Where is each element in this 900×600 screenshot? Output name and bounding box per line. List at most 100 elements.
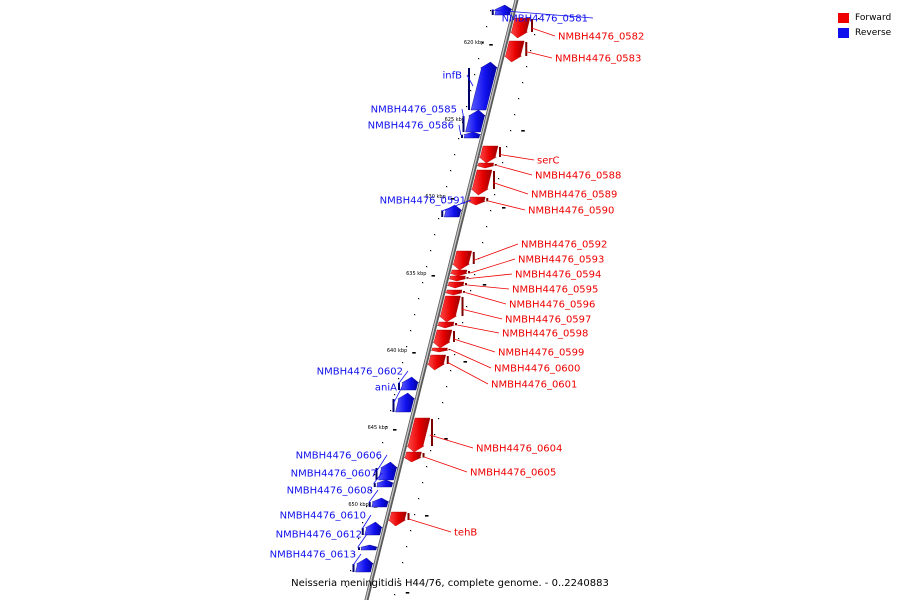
minor-tick xyxy=(430,250,432,252)
gene-arrow[interactable] xyxy=(395,392,416,413)
major-tick xyxy=(431,275,435,277)
gene-arrow[interactable] xyxy=(463,131,481,139)
gene-label[interactable]: NMBH4476_0590 xyxy=(528,206,614,217)
gene-label[interactable]: NMBH4476_0605 xyxy=(470,468,556,479)
gene-arrow[interactable] xyxy=(443,204,463,218)
gene-label[interactable]: NMBH4476_0604 xyxy=(476,444,562,455)
gene-label[interactable]: NMBH4476_0595 xyxy=(512,285,598,296)
forward-gene[interactable] xyxy=(387,511,410,527)
gene-arrow[interactable] xyxy=(400,376,420,391)
gene-arrow[interactable] xyxy=(450,269,468,277)
gene-label[interactable]: infB xyxy=(443,71,463,82)
gene-label[interactable]: NMBH4476_0582 xyxy=(558,32,644,43)
reverse-gene[interactable] xyxy=(491,4,513,16)
gene-label[interactable]: NMBH4476_0598 xyxy=(502,329,588,340)
gene-arrow[interactable] xyxy=(378,461,399,481)
forward-gene[interactable] xyxy=(477,162,497,169)
gene-label[interactable]: NMBH4476_0607 xyxy=(291,469,377,480)
forward-gene[interactable] xyxy=(430,347,451,353)
gene-arrow[interactable] xyxy=(387,511,407,527)
minor-tick xyxy=(398,378,400,380)
forward-gene[interactable] xyxy=(403,451,425,463)
gene-label[interactable]: aniA xyxy=(375,383,397,394)
genome-caption: Neisseria meningitidis H44/76, complete … xyxy=(291,578,609,589)
gene-label[interactable]: NMBH4476_0600 xyxy=(494,364,580,375)
gene-label[interactable]: NMBH4476_0588 xyxy=(535,171,621,182)
gene-arrow[interactable] xyxy=(445,289,463,296)
leader-line xyxy=(525,51,553,59)
gene-label[interactable]: serC xyxy=(537,156,559,167)
gene-label[interactable]: NMBH4476_0596 xyxy=(509,300,595,311)
gene-arrow[interactable] xyxy=(355,557,375,573)
gene-arrow[interactable] xyxy=(468,196,486,206)
gene-label[interactable]: NMBH4476_0597 xyxy=(505,315,591,326)
gene-arrow[interactable] xyxy=(470,169,493,196)
gene-arrow[interactable] xyxy=(426,354,447,371)
gene-label[interactable]: NMBH4476_0592 xyxy=(521,240,607,251)
gene-arrow[interactable] xyxy=(430,347,448,353)
reverse-gene[interactable] xyxy=(358,544,378,551)
reverse-gene[interactable] xyxy=(373,479,394,488)
forward-gene[interactable] xyxy=(447,281,467,289)
gene-arrow[interactable] xyxy=(451,250,473,271)
gene-label[interactable]: NMBH4476_0599 xyxy=(498,348,584,359)
reverse-gene[interactable] xyxy=(398,376,420,391)
forward-gene[interactable] xyxy=(432,329,455,349)
gene-arrow[interactable] xyxy=(437,321,455,329)
gene-label[interactable]: NMBH4476_0583 xyxy=(555,54,641,65)
forward-gene[interactable] xyxy=(438,295,464,323)
gene-arrow[interactable] xyxy=(360,544,378,551)
gene-label[interactable]: NMBH4476_0610 xyxy=(280,511,366,522)
gene-arrow[interactable] xyxy=(477,162,495,169)
gene-label[interactable]: NMBH4476_0612 xyxy=(276,530,362,541)
forward-gene[interactable] xyxy=(478,145,501,164)
gene-label[interactable]: NMBH4476_0581 xyxy=(502,14,588,25)
forward-gene[interactable] xyxy=(445,289,465,296)
gene-arrow[interactable] xyxy=(364,521,384,536)
gene-label[interactable]: NMBH4476_0585 xyxy=(371,105,457,116)
reverse-gene[interactable] xyxy=(441,204,463,218)
gene-arrow[interactable] xyxy=(448,275,466,282)
gene-arrow[interactable] xyxy=(432,329,453,349)
gene-label[interactable]: NMBH4476_0591 xyxy=(380,196,466,207)
forward-gene[interactable] xyxy=(406,417,433,453)
gene-arrow[interactable] xyxy=(403,451,422,463)
forward-gene[interactable] xyxy=(468,196,489,206)
gene-arrow[interactable] xyxy=(494,4,513,16)
gene-arrow[interactable] xyxy=(438,295,461,323)
gene-label[interactable]: NMBH4476_0608 xyxy=(287,486,373,497)
gene-label[interactable]: NMBH4476_0613 xyxy=(270,550,356,561)
gene-label[interactable]: NMBH4476_0606 xyxy=(296,451,382,462)
reverse-gene[interactable] xyxy=(361,521,384,536)
gene-arrow[interactable] xyxy=(376,479,394,488)
forward-gene[interactable] xyxy=(451,250,475,271)
gene-label[interactable]: NMBH4476_0602 xyxy=(317,367,403,378)
gene-label[interactable]: NMBH4476_0589 xyxy=(531,190,617,201)
forward-gene[interactable] xyxy=(437,321,457,329)
forward-gene[interactable] xyxy=(503,40,528,63)
forward-gene[interactable] xyxy=(448,275,469,282)
forward-gene[interactable] xyxy=(509,17,534,39)
gene-label[interactable]: NMBH4476_0601 xyxy=(491,380,577,391)
gene-label[interactable]: NMBH4476_0586 xyxy=(368,121,454,132)
gene-arrow[interactable] xyxy=(478,145,499,164)
reverse-gene[interactable] xyxy=(368,497,390,508)
gene-label[interactable]: tehB xyxy=(454,528,477,539)
forward-gene[interactable] xyxy=(470,169,495,196)
gene-arrow[interactable] xyxy=(447,281,465,289)
gene-label[interactable]: NMBH4476_0593 xyxy=(518,255,604,266)
gene-label[interactable]: NMBH4476_0594 xyxy=(515,270,601,281)
reverse-gene[interactable] xyxy=(392,392,416,413)
minor-tick xyxy=(474,74,476,76)
forward-gene[interactable] xyxy=(450,269,470,277)
reverse-gene[interactable] xyxy=(462,109,487,133)
gene-arrow[interactable] xyxy=(509,17,531,39)
leader-line xyxy=(429,434,474,449)
minor-tick xyxy=(438,218,440,220)
gene-arrow[interactable] xyxy=(371,497,390,508)
reverse-gene[interactable] xyxy=(461,131,481,139)
gene-arrow[interactable] xyxy=(503,40,525,63)
gene-arrow[interactable] xyxy=(406,417,431,453)
reverse-gene[interactable] xyxy=(352,557,375,573)
forward-gene[interactable] xyxy=(426,354,449,371)
